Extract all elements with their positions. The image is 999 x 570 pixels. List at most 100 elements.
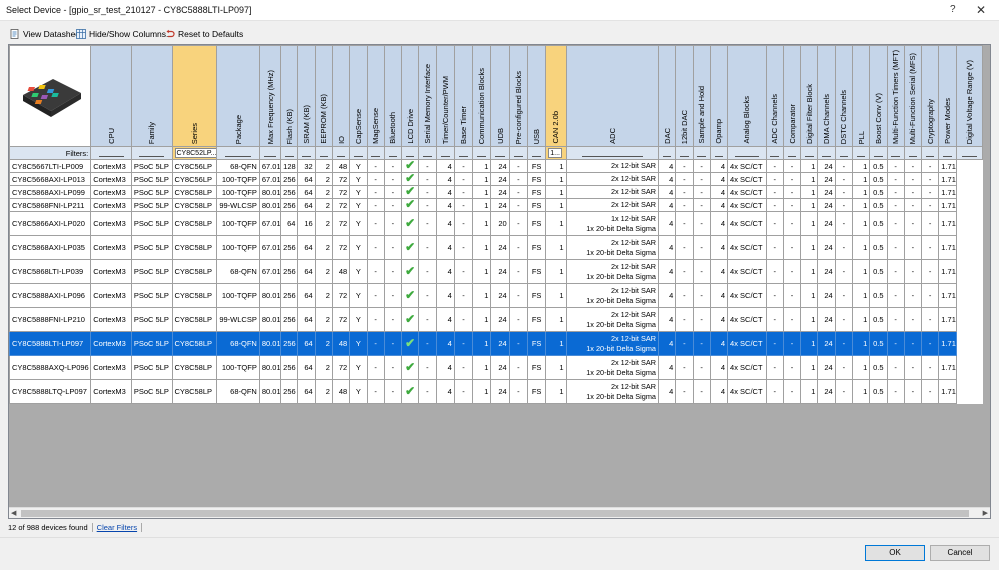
filter-cpu[interactable] bbox=[90, 146, 132, 160]
filter-bluetooth[interactable] bbox=[383, 146, 403, 160]
filter-dropdown[interactable] bbox=[371, 150, 380, 157]
filter-dropdown[interactable] bbox=[839, 150, 849, 157]
filter-multi-function-timers-mft[interactable] bbox=[886, 146, 905, 160]
column-header-boost-conv-v[interactable]: Boost Conv (V) bbox=[869, 45, 888, 147]
filter-dropdown[interactable] bbox=[336, 150, 346, 157]
horizontal-scrollbar[interactable]: ◀ ▶ bbox=[9, 507, 990, 518]
column-header-flash-kb[interactable]: Flash (KB) bbox=[280, 45, 299, 147]
column-header-opamp[interactable]: Opamp bbox=[709, 45, 729, 147]
filter-dropdown[interactable] bbox=[735, 150, 759, 157]
column-header-capsense[interactable]: CapSense bbox=[349, 45, 368, 147]
table-row[interactable]: CY8C5866AXI-LP020 CortexM3 PSoC 5LP CY8C58L… bbox=[9, 211, 983, 236]
filter-sample-and-hold[interactable] bbox=[692, 146, 711, 160]
column-header-12bit-dac[interactable]: 12bit DAC bbox=[675, 45, 694, 147]
filter-dropdown[interactable] bbox=[787, 150, 797, 157]
table-row[interactable]: CY8C5668AXI-LP013 CortexM3 PSoC 5LP CY8C56L… bbox=[9, 172, 983, 186]
filter-opamp[interactable] bbox=[709, 146, 729, 160]
filter-dropdown[interactable] bbox=[388, 150, 398, 157]
column-header-max-frequency-mhz[interactable]: Max Frequency (MHz) bbox=[258, 45, 282, 147]
filter-usb[interactable] bbox=[526, 146, 547, 160]
scroll-right-icon[interactable]: ▶ bbox=[982, 510, 988, 517]
filter-dropdown[interactable] bbox=[961, 150, 977, 157]
filter-dropdown[interactable] bbox=[423, 150, 432, 157]
filter-adc[interactable] bbox=[565, 146, 659, 160]
filter-dropdown[interactable] bbox=[531, 150, 542, 157]
filter-family[interactable] bbox=[130, 146, 173, 160]
column-header-magsense[interactable]: MagSense bbox=[366, 45, 385, 147]
clear-filters-link[interactable]: Clear Filters bbox=[93, 522, 143, 532]
filter-dropdown[interactable] bbox=[302, 150, 311, 157]
filter-dropdown[interactable] bbox=[680, 150, 689, 157]
filter-dma-channels[interactable] bbox=[817, 146, 836, 160]
cancel-button[interactable]: Cancel bbox=[930, 545, 990, 561]
column-header-multi-function-serial-mfs[interactable]: Multi-Function Serial (MFS) bbox=[903, 45, 923, 147]
filter-dropdown[interactable] bbox=[943, 150, 952, 157]
column-header-eeprom-kb[interactable]: EEPROM (KB) bbox=[314, 45, 333, 147]
table-row-selected[interactable]: CY8C5888LTI-LP097 CortexM3 PSoC 5LP CY8C58L… bbox=[9, 331, 983, 356]
filter-dropdown[interactable] bbox=[98, 150, 124, 157]
table-row[interactable]: CY8C5868AXI-LP099 CortexM3 PSoC 5LP CY8C58L… bbox=[9, 185, 983, 199]
filter-flash-kb[interactable] bbox=[280, 146, 299, 160]
filter-12bit-dac[interactable] bbox=[675, 146, 694, 160]
filter-dropdown[interactable] bbox=[581, 150, 643, 157]
filter-dropdown[interactable] bbox=[440, 150, 450, 157]
column-header-comparator[interactable]: Comparator bbox=[782, 45, 802, 147]
filter-dropdown[interactable] bbox=[874, 150, 883, 157]
filter-multi-function-serial-mfs[interactable] bbox=[903, 146, 923, 160]
close-button[interactable]: ✕ bbox=[976, 3, 987, 17]
column-header-io[interactable]: IO bbox=[331, 45, 351, 147]
filter-dropdown[interactable] bbox=[714, 150, 724, 157]
filter-io[interactable] bbox=[331, 146, 351, 160]
filter-digital-voltage-range-v[interactable] bbox=[955, 146, 984, 160]
filter-series[interactable]: CY8C52LP... bbox=[171, 146, 218, 160]
table-row[interactable]: CY8C5667LTI-LP009 CortexM3 PSoC 5LP CY8C56L… bbox=[9, 159, 983, 173]
column-header-analog-blocks[interactable]: Analog Blocks bbox=[727, 45, 767, 147]
column-header-sram-kb[interactable]: SRAM (KB) bbox=[297, 45, 316, 147]
table-row[interactable]: CY8C5888FNI-LP210 CortexM3 PSoC 5LP CY8C58L… bbox=[9, 307, 983, 332]
filter-dropdown[interactable] bbox=[925, 150, 935, 157]
column-header-cryptography[interactable]: Cryptography bbox=[921, 45, 940, 147]
column-header-communication-blocks[interactable]: Communication Blocks bbox=[472, 45, 492, 147]
column-header-serial-memory-interface[interactable]: Serial Memory Interface bbox=[418, 45, 437, 147]
column-header-sample-and-hold[interactable]: Sample and Hold bbox=[692, 45, 711, 147]
filter-boost-conv-v[interactable] bbox=[869, 146, 888, 160]
filter-dropdown[interactable] bbox=[513, 150, 523, 157]
filter-dropdown[interactable] bbox=[697, 150, 706, 157]
filter-dropdown[interactable] bbox=[319, 150, 329, 157]
filter-dropdown[interactable] bbox=[805, 150, 814, 157]
column-header-can-2-0b[interactable]: CAN 2.0b bbox=[545, 45, 567, 147]
column-header-pre-configured-blocks[interactable]: Pre-configured Blocks bbox=[508, 45, 528, 147]
column-header-base-timer[interactable]: Base Timer bbox=[453, 45, 474, 147]
filter-dropdown[interactable] bbox=[662, 150, 672, 157]
column-header-pll[interactable]: PLL bbox=[851, 45, 871, 147]
column-header-adc[interactable]: ADC bbox=[565, 45, 659, 147]
filter-sram-kb[interactable] bbox=[297, 146, 316, 160]
filter-base-timer[interactable] bbox=[453, 146, 474, 160]
filter-dropdown[interactable] bbox=[285, 150, 294, 157]
column-header-cpu[interactable]: CPU bbox=[90, 45, 132, 147]
filter-dropdown[interactable] bbox=[822, 150, 831, 157]
column-header-usb[interactable]: USB bbox=[526, 45, 547, 147]
column-header-family[interactable]: Family bbox=[130, 45, 173, 147]
filter-dropdown[interactable] bbox=[264, 150, 276, 157]
filter-timer-counter-pwm[interactable] bbox=[435, 146, 455, 160]
column-header-dstc-channels[interactable]: DSTC Channels bbox=[834, 45, 853, 147]
table-row[interactable]: CY8C5888LTQ-LP097 CortexM3 PSoC 5LP CY8C58L… bbox=[9, 379, 983, 404]
reset-defaults-button[interactable]: Reset to Defaults bbox=[165, 26, 243, 42]
column-header-dma-channels[interactable]: DMA Channels bbox=[817, 45, 836, 147]
filter-magsense[interactable] bbox=[366, 146, 385, 160]
filter-digital-filter-block[interactable] bbox=[800, 146, 819, 160]
filter-dropdown[interactable] bbox=[908, 150, 918, 157]
column-header-timer-counter-pwm[interactable]: Timer/Counter/PWM bbox=[435, 45, 455, 147]
hide-show-columns-button[interactable]: Hide/Show Columns... bbox=[76, 26, 173, 42]
table-row[interactable]: CY8C5888AXQ-LP096 CortexM3 PSoC 5LP CY8C58L… bbox=[9, 355, 983, 380]
filter-dstc-channels[interactable] bbox=[834, 146, 853, 160]
filter-value[interactable]: 1... bbox=[548, 148, 562, 158]
filter-udb[interactable] bbox=[490, 146, 510, 160]
filter-communication-blocks[interactable] bbox=[472, 146, 492, 160]
view-datasheet-button[interactable]: View Datasheet bbox=[10, 26, 82, 42]
column-header-series[interactable]: Series bbox=[171, 45, 218, 147]
column-header-package[interactable]: Package bbox=[216, 45, 260, 147]
filter-cryptography[interactable] bbox=[921, 146, 940, 160]
filter-comparator[interactable] bbox=[782, 146, 802, 160]
